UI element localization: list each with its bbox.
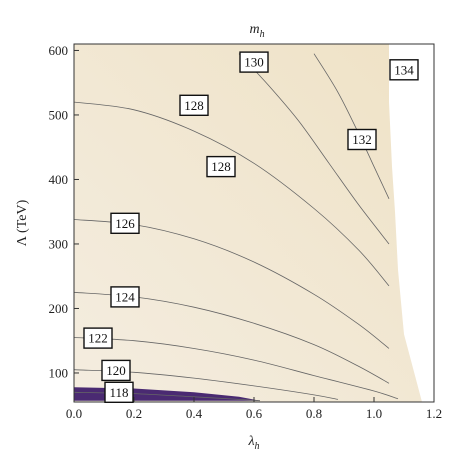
contour-label-box [347,128,377,151]
contour-label-text: 126 [115,216,135,231]
contour-label-128: 128 [206,155,236,178]
contour-label-box [110,286,140,308]
x-tick-label: 1.2 [426,406,442,421]
chart-title: mh [249,22,264,40]
contour-label-text: 124 [115,289,135,304]
contour-label-132: 132 [347,128,377,151]
x-tick-label: 0.2 [126,406,142,421]
contour-label-box [101,359,131,382]
contour-label-box [110,212,140,235]
contour-label-text: 128 [184,98,204,113]
y-tick-label: 600 [49,43,69,58]
contour-line-130 [238,53,390,245]
contour-label-128: 128 [179,94,209,117]
contour-label-130: 130 [239,51,269,73]
x-axis-label: λh [247,434,259,452]
x-axis: 0.0 0.2 0.4 0.6 0.8 1.0 1.2 [66,397,442,421]
y-axis: 100 200 300 400 500 600 [49,43,79,380]
y-tick-label: 300 [49,236,69,251]
contour-label-text: 128 [211,159,231,174]
contour-label-118: 118 [104,381,134,403]
contour-line-122 [74,337,399,400]
contour-labels: 118 120 122 124 126 128 128 130 132 134 [83,51,419,403]
contour-label-box [389,59,419,81]
contour-label-box [239,51,269,73]
y-tick-label: 400 [49,172,69,187]
x-tick-label: 0.4 [186,406,203,421]
contour-label-text: 118 [109,385,128,400]
filled-region [74,44,422,402]
contour-label-text: 120 [106,363,126,378]
contour-label-box [104,381,134,403]
contour-label-120: 120 [101,359,131,382]
y-tick-label: 500 [49,107,69,122]
x-tick-label: 0.0 [66,406,82,421]
contour-label-134: 134 [389,59,419,81]
contour-label-text: 134 [394,62,414,77]
contour-label-text: 122 [88,331,108,346]
contour-label-box [179,94,209,117]
contour-label-text: 130 [244,55,264,70]
contour-label-124: 124 [110,286,140,308]
y-tick-label: 200 [49,301,69,316]
y-axis-label: Λ (TeV) [15,199,30,246]
contour-label-text: 132 [352,132,372,147]
x-tick-label: 0.8 [306,406,322,421]
contour-label-126: 126 [110,212,140,235]
contour-label-122: 122 [83,327,113,349]
x-tick-label: 1.0 [366,406,382,421]
contour-line-128 [74,101,390,287]
y-tick-label: 100 [49,365,69,380]
contour-label-box [83,327,113,349]
x-tick-label: 0.6 [246,406,263,421]
contour-label-box [206,155,236,178]
